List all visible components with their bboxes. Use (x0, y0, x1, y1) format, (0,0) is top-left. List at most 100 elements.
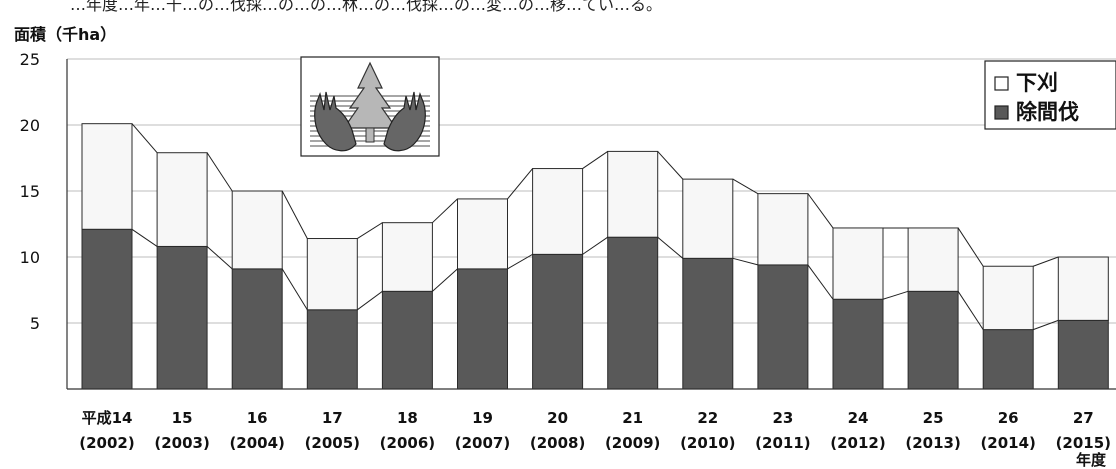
legend-marker-thinning (994, 105, 1009, 120)
x-tick-label-year: 15 (172, 409, 193, 427)
legend-label-thinning: 除間伐 (1016, 100, 1079, 124)
x-tick-label-western-year: (2013) (905, 434, 960, 452)
bar-thinning (907, 290, 959, 390)
connector-line-thinning (131, 228, 158, 247)
connector-line-total (1033, 256, 1059, 267)
bar-undergrowth (532, 168, 584, 255)
x-tick-label-western-year: (2007) (455, 434, 510, 452)
connector-line-total (206, 152, 233, 192)
x-tick-label-year: 22 (697, 409, 718, 427)
grid (67, 58, 1116, 324)
x-tick-label-western-year: (2011) (755, 434, 810, 452)
connector-line-thinning (507, 253, 533, 270)
connector-line-total (657, 151, 684, 180)
x-tick-label-year: 24 (848, 409, 869, 427)
bar-thinning (156, 245, 208, 390)
x-tick-label-year: 25 (923, 409, 944, 427)
x-tick-label-year: 26 (998, 409, 1019, 427)
legend: 下刈 除間伐 (984, 60, 1116, 130)
connector-line-total (432, 198, 458, 224)
bar-thinning (306, 309, 358, 390)
connector-line-thinning (582, 236, 608, 255)
x-tick-label-year: 20 (547, 409, 568, 427)
x-tick-label-year: 平成14 (82, 409, 133, 427)
connector-line-thinning (1033, 319, 1059, 331)
x-tick-label-western-year: (2002) (79, 434, 134, 452)
connector-line-thinning (206, 246, 233, 270)
connector-line-thinning (882, 290, 909, 300)
bar-undergrowth (156, 152, 208, 247)
tree-in-hands-icon (300, 56, 440, 157)
bar-thinning (532, 253, 584, 390)
bar-undergrowth (231, 190, 283, 270)
x-tick-label-western-year: (2010) (680, 434, 735, 452)
y-tick-label: 25 (20, 50, 40, 69)
x-tick-label-western-year: (2004) (229, 434, 284, 452)
bar-thinning (1057, 319, 1109, 390)
bar-undergrowth (381, 222, 433, 292)
x-tick-label-year: 17 (322, 409, 343, 427)
connector-line-total (281, 190, 308, 239)
bar-thinning (607, 236, 659, 390)
y-tick-labels: 5 10 15 20 25 (20, 50, 40, 333)
bar-undergrowth (81, 123, 133, 230)
bar-thinning (832, 298, 884, 390)
bar-undergrowth (306, 238, 358, 311)
x-tick-label-western-year: (2006) (380, 434, 435, 452)
bar-thinning (682, 257, 734, 390)
connector-line-total (507, 168, 533, 200)
bar-stacks (81, 123, 1109, 390)
top-caption-fragment: …年度…年…千…の…伐採…の…の…林…の…伐採…の…変…の…移…てい…る。 (70, 0, 663, 14)
bar-thinning (231, 268, 283, 390)
x-tick-labels: 平成14 (2002) 15 (2003) 16 (2004) 17 (2005) 18 (200… (79, 409, 1111, 452)
y-axis-unit-label: 面積（千ha） (14, 25, 116, 44)
connector-line-thinning (807, 264, 834, 300)
connector-line-thinning (957, 291, 984, 330)
connector-line-total (131, 123, 158, 154)
x-tick-label-western-year: (2005) (305, 434, 360, 452)
x-tick-label-western-year: (2008) (530, 434, 585, 452)
bar-thinning (982, 329, 1034, 390)
x-tick-label-year: 19 (472, 409, 493, 427)
x-tick-label-year: 27 (1073, 409, 1094, 427)
bar-thinning (381, 290, 433, 390)
x-tick-label-year: 18 (397, 409, 418, 427)
x-tick-label-year: 23 (772, 409, 793, 427)
connector-line-total (957, 227, 984, 267)
y-tick-label: 15 (20, 182, 40, 201)
bar-undergrowth (832, 227, 884, 300)
connector-line-thinning (281, 268, 308, 311)
bar-undergrowth (457, 198, 508, 270)
x-tick-label-year: 21 (622, 409, 643, 427)
connector-line-thinning (732, 257, 759, 266)
legend-label-undergrowth: 下刈 (1016, 71, 1058, 95)
bar-thinning (457, 268, 508, 390)
legend-marker-undergrowth (994, 76, 1009, 91)
bar-thinning (81, 228, 133, 390)
connector-lines (131, 123, 1059, 331)
bar-undergrowth (682, 178, 734, 259)
y-tick-label: 10 (20, 248, 40, 267)
bar-undergrowth (982, 265, 1034, 331)
x-axis-unit-label: 年度 (1076, 451, 1107, 469)
bar-undergrowth (1057, 256, 1109, 321)
x-tick-label-western-year: (2015) (1056, 434, 1111, 452)
x-tick-label-western-year: (2009) (605, 434, 660, 452)
x-tick-label-western-year: (2014) (980, 434, 1035, 452)
x-tick-label-year: 16 (247, 409, 268, 427)
connector-line-thinning (357, 290, 383, 311)
bar-undergrowth (757, 193, 809, 266)
connector-line-thinning (657, 236, 684, 259)
x-tick-label-western-year: (2012) (830, 434, 885, 452)
x-tick-label-western-year: (2003) (154, 434, 209, 452)
connector-line-thinning (432, 268, 458, 292)
connector-line-total (357, 222, 383, 239)
bar-thinning (757, 264, 809, 390)
bar-undergrowth (907, 227, 959, 292)
connector-line-total (807, 193, 834, 229)
connector-line-total (582, 150, 608, 169)
y-tick-label: 5 (30, 314, 40, 333)
bar-undergrowth (607, 150, 659, 238)
y-tick-label: 20 (20, 116, 40, 135)
